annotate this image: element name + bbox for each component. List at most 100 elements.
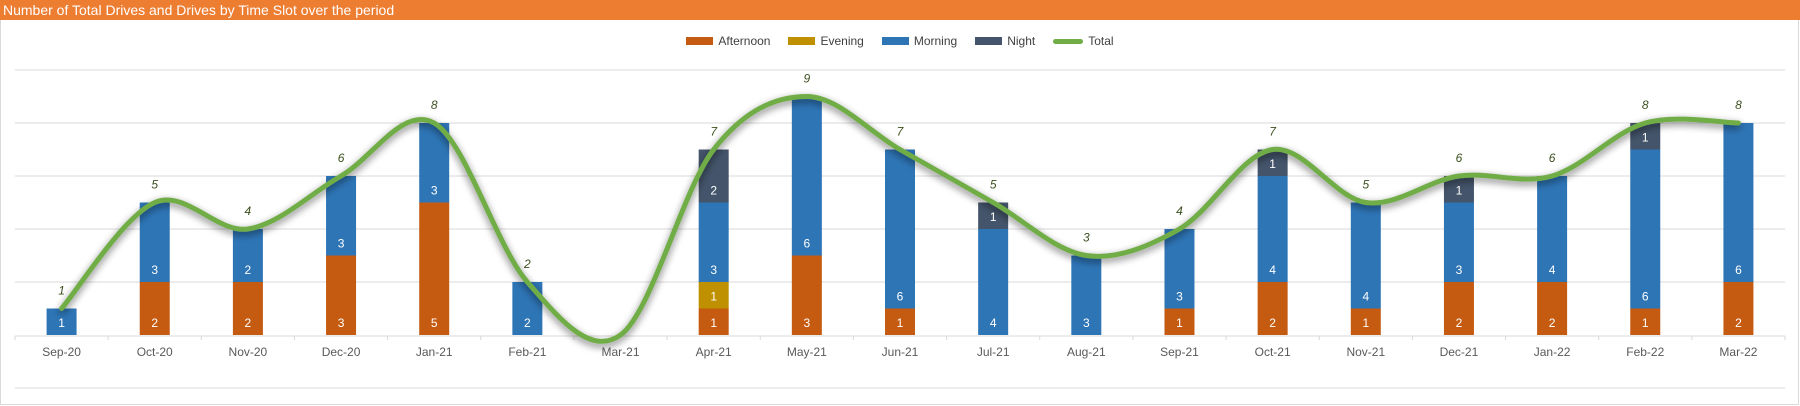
bar-label-morning: 3 [431,184,438,198]
bar-morning [791,96,822,256]
x-tick-label: May-21 [787,345,827,359]
bar-label-afternoon: 3 [338,316,345,330]
bar-morning [1630,149,1661,309]
chart-area [0,20,1799,405]
total-label: 2 [523,257,531,271]
x-tick-label: Dec-20 [322,345,361,359]
x-tick-label: Sep-20 [42,345,81,359]
bar-label-morning: 4 [990,316,997,330]
total-label: 5 [1362,178,1369,192]
bar-label-night: 2 [710,184,717,198]
bar-afternoon [1257,282,1288,335]
legend-swatch-night [975,37,1003,45]
bar-label-morning: 3 [151,263,158,277]
legend-label-evening: Evening [820,34,864,48]
legend-item-total[interactable]: Total [1053,34,1114,48]
bar-morning [1164,229,1195,309]
x-tick-label: Nov-20 [229,345,268,359]
x-tick-label: Dec-21 [1440,345,1479,359]
legend-item-afternoon[interactable]: Afternoon [686,34,770,48]
bar-morning [1443,202,1474,282]
total-label: 4 [245,204,252,218]
total-label: 5 [990,178,997,192]
x-tick-label: Sep-21 [1160,345,1199,359]
legend-label-morning: Morning [913,34,958,48]
total-label: 8 [431,98,438,112]
bar-label-afternoon: 1 [1642,316,1649,330]
bar-label-night: 1 [990,210,997,224]
legend-swatch-evening [788,37,816,45]
total-label: 7 [897,125,905,139]
legend-swatch-morning [881,37,909,45]
bar-afternoon [419,202,450,335]
legend-swatch-afternoon [686,37,714,45]
x-tick-label: Feb-22 [1626,345,1664,359]
bar-label-afternoon: 1 [1362,316,1369,330]
total-label: 6 [1549,151,1556,165]
bar-afternoon [1443,282,1474,335]
bar-label-morning: 6 [803,237,810,251]
legend-item-evening[interactable]: Evening [788,34,864,48]
bar-label-morning: 3 [710,263,717,277]
x-tick-label: Apr-21 [696,345,732,359]
bar-afternoon [139,282,170,335]
bar-label-afternoon: 2 [1269,316,1276,330]
total-label: 1 [58,284,65,298]
bar-label-afternoon: 2 [245,316,252,330]
bar-morning [1723,123,1754,282]
x-tick-label: Jul-21 [977,345,1010,359]
bar-label-morning: 4 [1549,263,1556,277]
bar-label-afternoon: 2 [151,316,158,330]
bar-label-afternoon: 2 [1735,316,1742,330]
legend-label-night: Night [1007,34,1036,48]
total-label: 8 [1735,98,1742,112]
bar-night [698,149,729,203]
bar-morning [978,229,1009,335]
total-label: 7 [1269,125,1277,139]
total-line [59,93,1741,344]
x-tick-label: Jan-22 [1534,345,1571,359]
total-label: 4 [1176,204,1183,218]
x-tick-label: Aug-21 [1067,345,1106,359]
total-label: 7 [710,125,718,139]
bar-label-night: 1 [1269,157,1276,171]
bar-label-afternoon: 3 [803,316,810,330]
x-tick-label: Feb-21 [508,345,546,359]
bar-label-morning: 4 [1269,263,1276,277]
legend: Afternoon Evening Morning Night Total [0,34,1800,48]
bar-afternoon [1723,282,1754,335]
legend-swatch-total [1053,38,1084,44]
bar-morning [1350,202,1381,309]
bar-morning [232,229,263,282]
bar-label-afternoon: 1 [1176,316,1183,330]
x-tick-label: Mar-22 [1719,345,1757,359]
bar-morning [326,176,357,256]
bar-morning [46,308,77,335]
bar-morning [698,202,729,282]
legend-label-afternoon: Afternoon [718,34,771,48]
bar-label-morning: 3 [338,237,345,251]
bar-label-morning: 2 [524,316,531,330]
bar-label-afternoon: 5 [431,316,438,330]
bar-label-morning: 3 [1176,290,1183,304]
bar-label-morning: 6 [897,290,904,304]
bar-afternoon [885,308,915,335]
bar-label-afternoon: 1 [897,316,904,330]
bar-morning [1071,255,1102,335]
bar-label-morning: 2 [245,263,252,277]
bar-label-morning: 3 [1083,316,1090,330]
total-label: 9 [803,72,810,86]
x-tick-label: Jun-21 [882,345,919,359]
bar-morning [1257,176,1288,282]
legend-label-total: Total [1088,34,1114,48]
x-tick-label: Mar-21 [602,345,640,359]
total-label: 6 [1456,151,1463,165]
legend-item-morning[interactable]: Morning [881,34,958,48]
bar-afternoon [698,308,729,335]
bar-afternoon [326,255,357,335]
bar-afternoon [1537,282,1568,335]
bar-label-afternoon: 2 [1456,316,1463,330]
bar-morning [139,202,170,282]
legend-item-night[interactable]: Night [975,34,1035,48]
